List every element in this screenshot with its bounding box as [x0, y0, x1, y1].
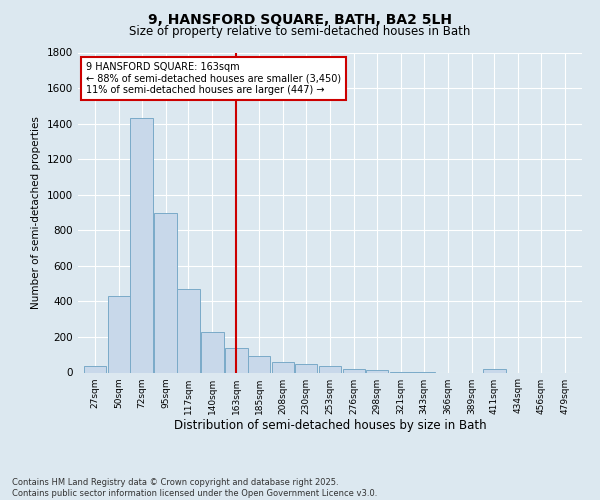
- Bar: [295, 364, 317, 372]
- Bar: [83, 366, 106, 372]
- Text: Contains HM Land Registry data © Crown copyright and database right 2025.
Contai: Contains HM Land Registry data © Crown c…: [12, 478, 377, 498]
- Bar: [130, 118, 153, 372]
- Bar: [343, 369, 365, 372]
- Bar: [201, 332, 224, 372]
- Bar: [483, 369, 506, 372]
- Bar: [272, 362, 295, 372]
- X-axis label: Distribution of semi-detached houses by size in Bath: Distribution of semi-detached houses by …: [173, 420, 487, 432]
- Bar: [107, 296, 130, 372]
- Text: 9, HANSFORD SQUARE, BATH, BA2 5LH: 9, HANSFORD SQUARE, BATH, BA2 5LH: [148, 12, 452, 26]
- Text: Size of property relative to semi-detached houses in Bath: Size of property relative to semi-detach…: [130, 25, 470, 38]
- Bar: [154, 212, 177, 372]
- Bar: [319, 366, 341, 372]
- Bar: [225, 348, 248, 372]
- Text: 9 HANSFORD SQUARE: 163sqm
← 88% of semi-detached houses are smaller (3,450)
11% : 9 HANSFORD SQUARE: 163sqm ← 88% of semi-…: [86, 62, 341, 96]
- Bar: [248, 356, 271, 372]
- Y-axis label: Number of semi-detached properties: Number of semi-detached properties: [31, 116, 41, 309]
- Bar: [365, 370, 388, 372]
- Bar: [177, 289, 200, 372]
